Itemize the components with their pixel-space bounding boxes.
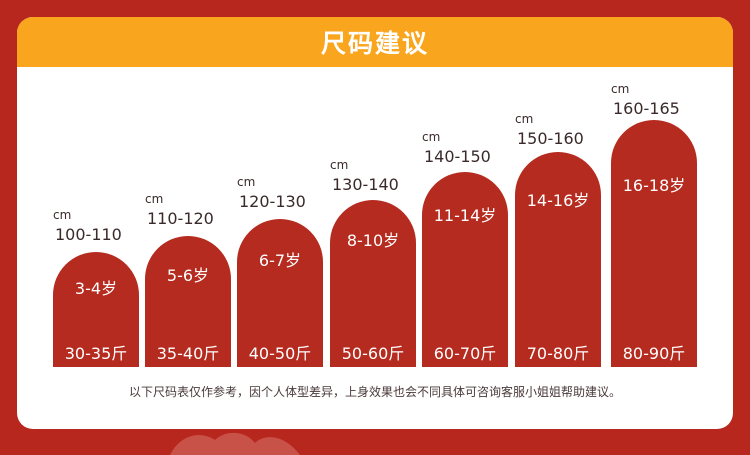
disclaimer-note: 以下尺码表仅作参考，因个人体型差异，上身效果也会不同具体可咨询客服小姐姐帮助建议… (128, 385, 621, 399)
weight-label: 30-35斤 (64, 344, 128, 363)
age-label: 6-7岁 (258, 251, 302, 270)
weight-label: 40-50斤 (248, 344, 312, 363)
weight-label: 60-70斤 (433, 344, 497, 363)
height-range-label: 100-110 (55, 225, 122, 244)
age-label: 11-14岁 (433, 206, 497, 225)
unit-label: cm (330, 158, 349, 172)
size-bar (237, 219, 323, 367)
size-column-1: cm 100-110 3-4岁 30-35斤 (53, 67, 139, 367)
size-bar (330, 200, 416, 367)
height-range-label: 150-160 (517, 129, 584, 148)
weight-label: 35-40斤 (156, 344, 220, 363)
page-title: 尺码建议 (320, 29, 429, 58)
size-column-6: cm 150-160 14-16岁 70-80斤 (515, 67, 601, 367)
height-range-label: 130-140 (332, 175, 399, 194)
size-bar (145, 236, 231, 367)
height-range-label: 120-130 (239, 192, 306, 211)
size-bar (611, 120, 697, 367)
size-column-4: cm 130-140 8-10岁 50-60斤 (330, 67, 416, 367)
unit-label: cm (145, 192, 164, 206)
age-label: 3-4岁 (74, 279, 118, 298)
height-range-label: 110-120 (147, 209, 214, 228)
size-bar (422, 172, 508, 367)
age-label: 8-10岁 (346, 231, 400, 250)
size-bars: cm 100-110 3-4岁 30-35斤 cm 110-120 5-6岁 3… (17, 67, 733, 429)
unit-label: cm (237, 175, 256, 189)
unit-label: cm (422, 130, 441, 144)
size-bar (515, 152, 601, 367)
unit-label: cm (515, 112, 534, 126)
weight-label: 70-80斤 (526, 344, 590, 363)
size-guide-panel: 尺码建议 cm 100-110 3-4岁 30-35斤 cm 110-120 5… (17, 17, 733, 429)
unit-label: cm (611, 82, 630, 96)
height-range-label: 160-165 (613, 99, 680, 118)
age-label: 5-6岁 (166, 266, 210, 285)
size-bar (53, 252, 139, 367)
height-range-label: 140-150 (424, 147, 491, 166)
weight-label: 80-90斤 (622, 344, 686, 363)
header-banner: 尺码建议 (17, 17, 733, 67)
unit-label: cm (53, 208, 72, 222)
decorative-ornament (170, 432, 300, 455)
size-column-7: cm 160-165 16-18岁 80-90斤 (611, 67, 697, 367)
size-column-5: cm 140-150 11-14岁 60-70斤 (422, 67, 508, 367)
age-label: 14-16岁 (526, 191, 590, 210)
size-column-3: cm 120-130 6-7岁 40-50斤 (237, 67, 323, 367)
weight-label: 50-60斤 (341, 344, 405, 363)
age-label: 16-18岁 (622, 176, 686, 195)
size-column-2: cm 110-120 5-6岁 35-40斤 (145, 67, 231, 367)
